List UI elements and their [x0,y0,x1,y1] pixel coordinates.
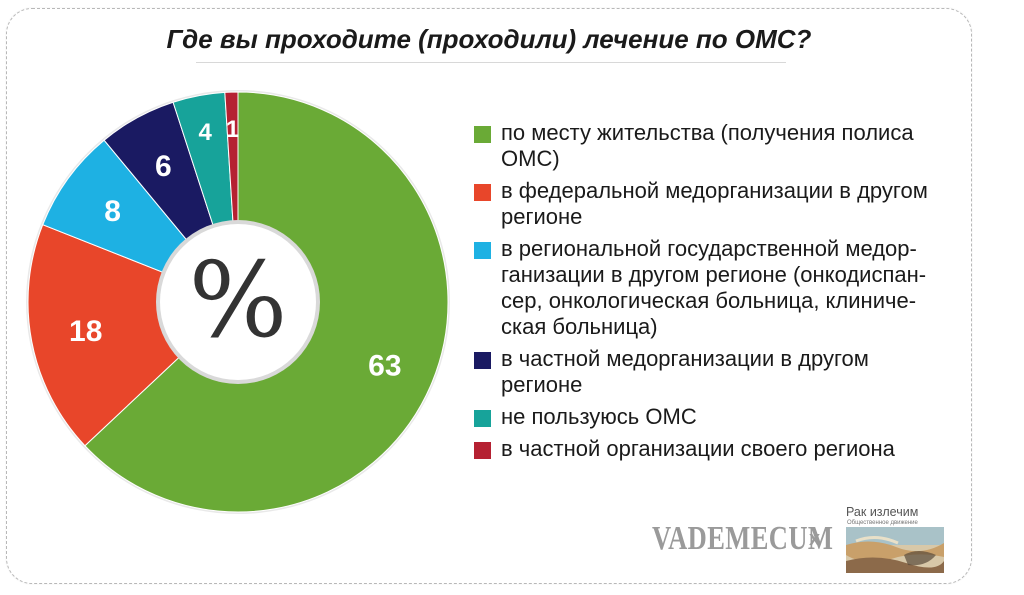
legend-item-2: в федеральной медорганизации в другом ре… [474,178,944,230]
donut-hole [160,224,316,380]
legend-swatch [474,242,491,259]
legend-swatch [474,352,491,369]
vademecum-logo: VADEMECUM [652,520,834,557]
rak-logo-subtitle: Общественное движение [847,520,918,526]
legend: по месту жительства (получения полиса ОМ… [474,120,944,468]
rak-logo-painting [846,527,944,573]
slice-label-1: 63 [368,350,401,383]
legend-swatch [474,184,491,201]
legend-item-1: по месту жительства (получения полиса ОМ… [474,120,944,172]
logo-separator: x [809,528,821,550]
legend-label: в региональной государственной медор- га… [501,236,927,339]
legend-label: не пользуюсь ОМС [501,404,697,429]
legend-item-3: в региональной государственной медор- га… [474,236,944,340]
percent-symbol: % [189,239,288,361]
slice-label-4: 6 [155,150,172,183]
chart-title: Где вы проходите (проходили) лечение по … [166,24,812,54]
legend-label: в частной организации своего региона [501,436,895,461]
rak-izlechim-logo: Рак излечим Общественное движение [846,505,944,573]
legend-label: по месту жительства (получения полиса ОМ… [501,120,914,171]
slice-label-3: 8 [104,195,121,228]
title-divider [196,62,786,63]
legend-item-5: не пользуюсь ОМС [474,404,944,430]
rak-logo-title: Рак излечим [846,505,919,519]
legend-swatch [474,442,491,459]
legend-item-4: в частной медорганизации в другом регион… [474,346,944,398]
legend-swatch [474,410,491,427]
legend-label: в федеральной медорганизации в другом ре… [501,178,928,229]
legend-item-6: в частной организации своего региона [474,436,944,462]
slice-label-2: 18 [69,315,102,348]
legend-label: в частной медорганизации в другом регион… [501,346,869,397]
slice-label-5: 4 [199,119,213,146]
legend-swatch [474,126,491,143]
slice-label-6: 1 [226,116,239,143]
